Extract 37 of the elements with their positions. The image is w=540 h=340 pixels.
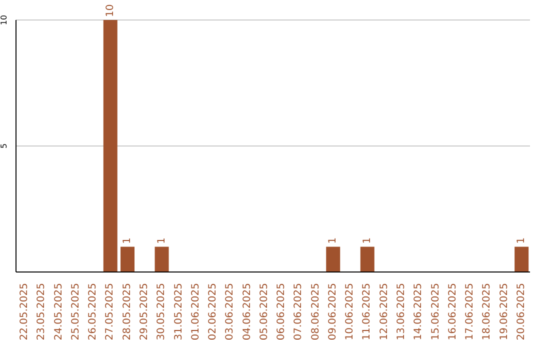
x-tick-label: 17.06.2025 — [464, 283, 476, 340]
x-tick-label: 31.05.2025 — [173, 283, 184, 340]
x-tick-label: 03.06.2025 — [224, 283, 236, 340]
x-tick-label: 12.06.2025 — [378, 283, 390, 340]
data-label: 1 — [122, 237, 134, 244]
x-tick-label: 20.06.2025 — [516, 283, 527, 340]
data-label: 10 — [104, 4, 116, 17]
x-tick-label: 28.05.2025 — [122, 283, 133, 340]
x-tick-label: 08.06.2025 — [310, 283, 322, 340]
x-tick-label: 10.06.2025 — [344, 283, 356, 340]
x-tick-label: 22.05.2025 — [19, 283, 30, 340]
data-label: 1 — [516, 237, 528, 244]
x-tick-label: 09.06.2025 — [327, 283, 338, 340]
data-label: 1 — [328, 237, 339, 244]
data-label: 1 — [362, 237, 373, 244]
x-tick-label: 25.05.2025 — [70, 283, 82, 340]
x-tick-label: 11.06.2025 — [362, 283, 373, 340]
x-tick-label: 23.05.2025 — [36, 283, 48, 340]
x-tick-label: 19.06.2025 — [498, 283, 510, 340]
x-tick-label: 13.06.2025 — [396, 283, 407, 340]
x-tick-label: 27.05.2025 — [104, 283, 116, 340]
data-label: 1 — [156, 237, 168, 244]
x-tick-label: 05.06.2025 — [258, 283, 270, 340]
x-tick-label: 16.06.2025 — [447, 283, 458, 340]
x-tick-label: 07.06.2025 — [293, 283, 304, 340]
x-tick-label: 30.05.2025 — [156, 283, 168, 340]
x-tick-label: 02.06.2025 — [208, 283, 219, 340]
x-tick-label: 14.06.2025 — [413, 283, 424, 340]
y-tick-label: 5 — [0, 143, 8, 149]
x-tick-label: 24.05.2025 — [53, 283, 64, 340]
x-tick-label: 29.05.2025 — [139, 283, 150, 340]
x-tick-label: 06.06.2025 — [276, 283, 288, 340]
x-tick-label: 04.06.2025 — [242, 283, 253, 340]
x-tick-label: 26.05.2025 — [88, 283, 99, 340]
x-tick-label: 18.06.2025 — [482, 283, 493, 340]
x-tick-label: 01.06.2025 — [190, 283, 202, 340]
x-tick-label: 15.06.2025 — [430, 283, 442, 340]
